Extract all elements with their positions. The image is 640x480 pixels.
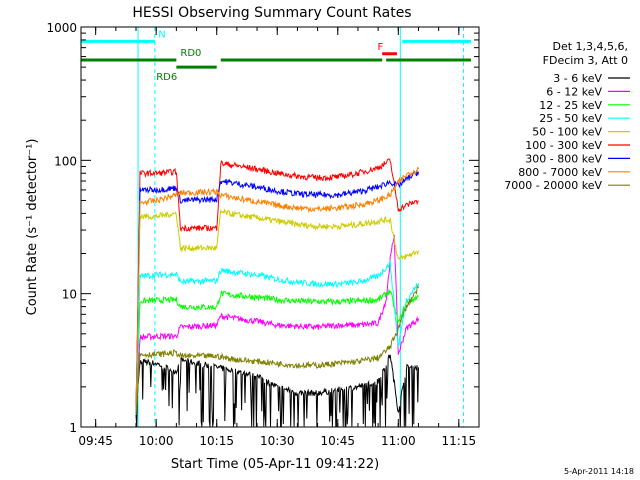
series-2 [135, 234, 419, 415]
series-7 [135, 170, 419, 413]
series-line-2 [135, 234, 419, 415]
y-axis-label: Count Rate (s⁻¹ detector⁻¹) [25, 139, 40, 316]
series-line-7 [135, 170, 419, 413]
chart-title: HESSI Observing Summary Count Rates [132, 5, 411, 21]
timestamp: 5-Apr-2011 14:18 [564, 467, 634, 476]
y-tick-label-3: 100 [54, 154, 77, 168]
flag-label-f: F [377, 42, 383, 53]
legend-header-line-1: Det 1,3,4,5,6, [552, 40, 628, 53]
x-tick-label-5: 10:45 [320, 434, 355, 448]
legend-label-6: 100 - 300 keV [525, 139, 602, 152]
flag-label-rd6: RD6 [156, 72, 177, 83]
flag-label-rd0: RD0 [180, 48, 201, 59]
flag-label-n: N [158, 29, 165, 40]
series-line-5 [135, 208, 419, 410]
plot-area: N F RD0 RD6 [80, 27, 471, 427]
legend-label-8: 800 - 7000 keV [518, 166, 602, 179]
legend-label-5: 50 - 100 keV [532, 126, 602, 139]
y-tick-label-2: 10 [62, 288, 77, 302]
series-line-3 [135, 289, 419, 410]
x-tick-label-2: 10:00 [139, 434, 174, 448]
series-3 [135, 289, 419, 410]
series-9 [135, 285, 419, 415]
legend-label-2: 6 - 12 keV [546, 85, 602, 98]
x-tick-label-1: 09:45 [78, 434, 113, 448]
series-5 [135, 208, 419, 410]
x-tick-label-7: 11:15 [442, 434, 477, 448]
y-tick-label-1: 1 [69, 421, 77, 435]
x-axis-label: Start Time (05-Apr-11 09:41:22) [171, 457, 379, 472]
series-6 [135, 158, 419, 412]
legend-label-4: 25 - 50 keV [539, 112, 602, 125]
legend-header-line-2: FDecim 3, Att 0 [543, 54, 628, 67]
series-line-9 [135, 285, 419, 415]
x-tick-label-4: 10:30 [260, 434, 295, 448]
legend-label-3: 12 - 25 keV [539, 99, 602, 112]
series-line-1 [135, 354, 419, 427]
x-tick-label-6: 11:00 [381, 434, 416, 448]
series-line-6 [135, 158, 419, 412]
legend-label-7: 300 - 800 keV [525, 152, 602, 165]
legend: Det 1,3,4,5,6, FDecim 3, Att 0 3 - 6 keV… [504, 40, 630, 192]
series-4 [135, 260, 419, 415]
x-tick-label-3: 10:15 [199, 434, 234, 448]
y-tick-label-4: 1000 [46, 21, 77, 35]
legend-label-9: 7000 - 20000 keV [504, 179, 602, 192]
series-1 [135, 354, 419, 427]
series-8 [135, 166, 419, 413]
legend-label-1: 3 - 6 keV [553, 72, 602, 85]
series-line-8 [135, 166, 419, 413]
plot-frame [80, 26, 480, 428]
series-line-4 [135, 260, 419, 415]
